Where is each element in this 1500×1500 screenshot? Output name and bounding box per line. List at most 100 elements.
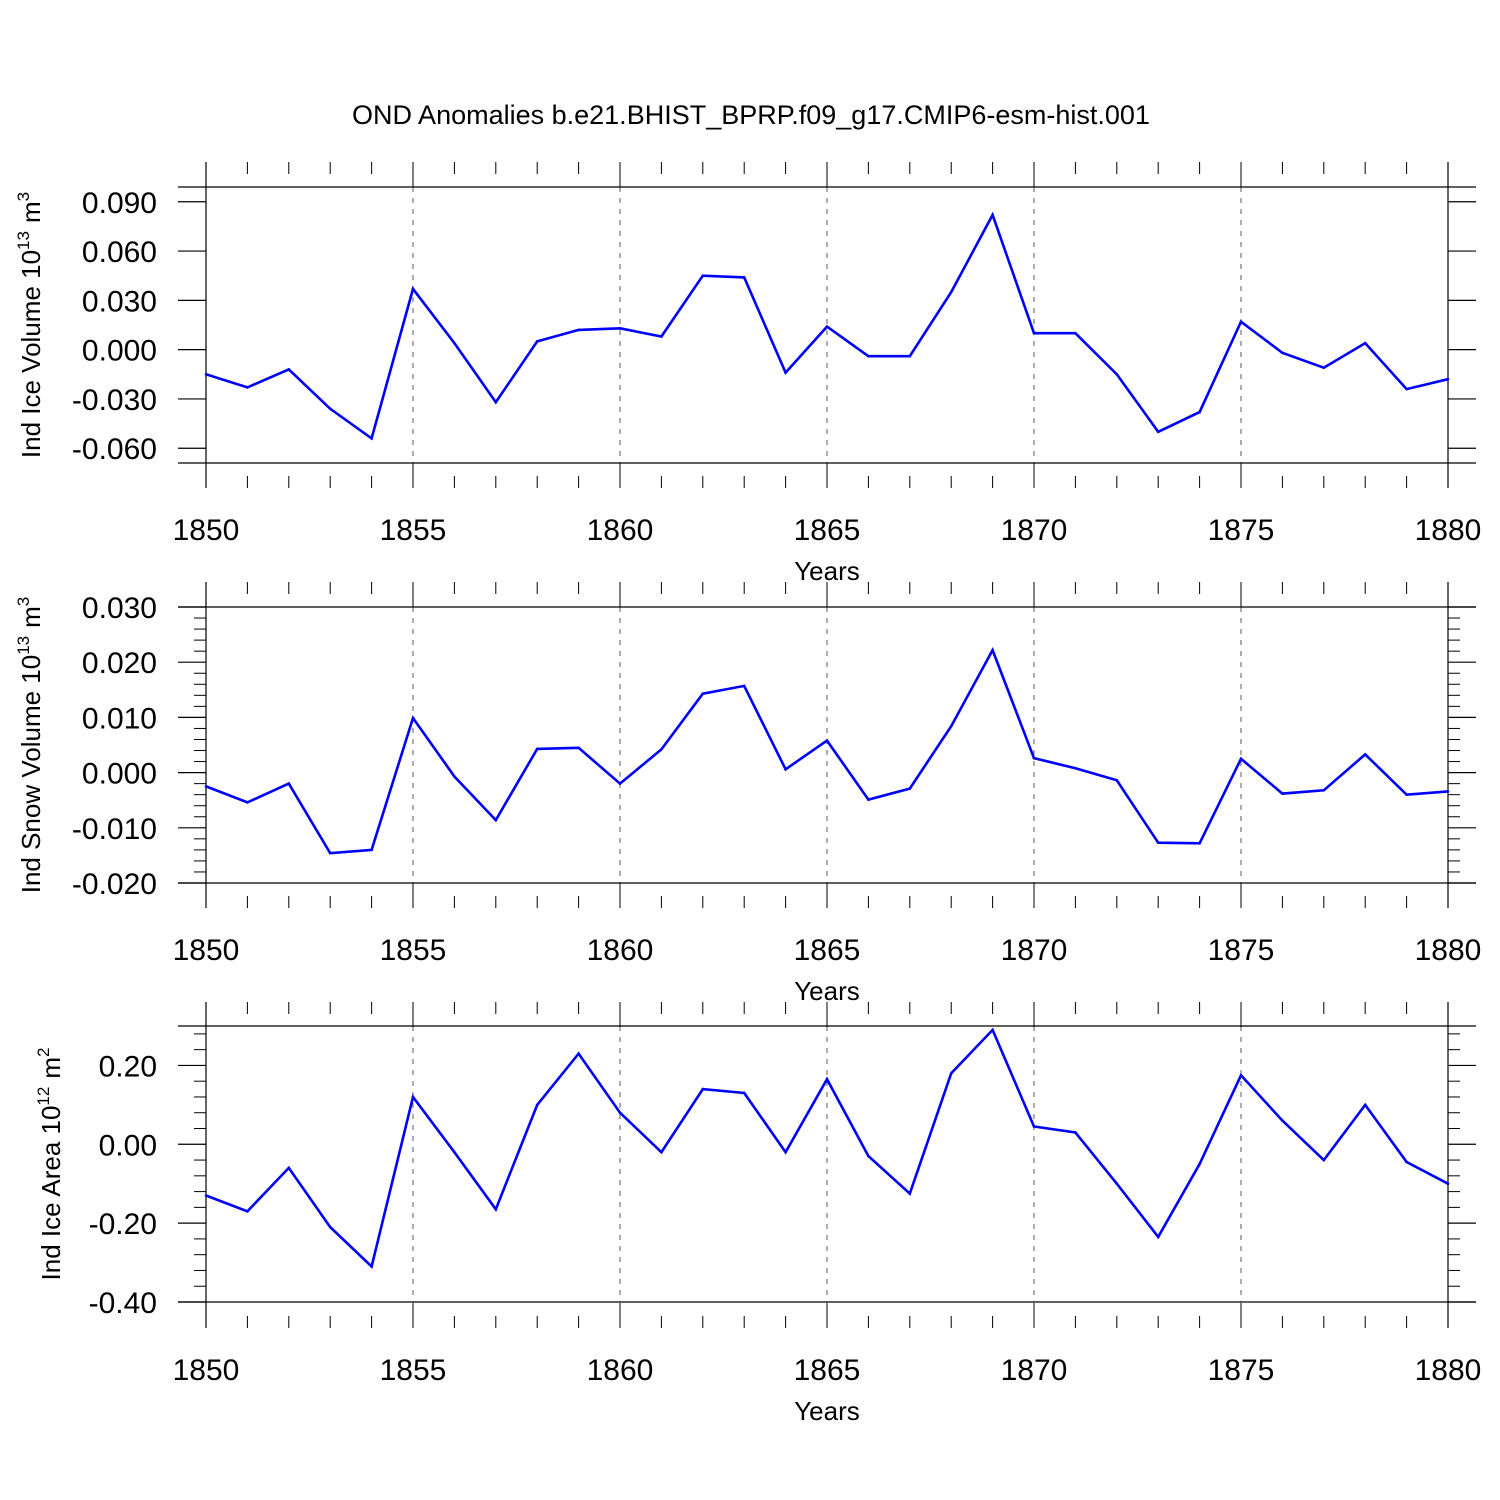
data-point	[949, 1072, 953, 1075]
data-point	[1115, 1182, 1119, 1186]
y-axis-label-ylabel-exp: 12	[34, 1087, 53, 1106]
panels: 0.090 0.060 0.030 0.000 -0.030 -0.060 1850 1855…	[14, 162, 1481, 1426]
chart-panel-2: 0.030 0.020 0.010 0.000 -0.010 -0.020 1850 1855…	[14, 582, 1481, 1006]
data-point	[370, 848, 373, 852]
data-point	[1405, 793, 1408, 796]
data-point	[742, 684, 746, 688]
y-axis-label: Ind Ice Area 1012 m2	[34, 1048, 66, 1281]
x-tick-label: 1870	[1001, 934, 1068, 967]
data-point	[1032, 1125, 1036, 1128]
data-point	[246, 801, 249, 804]
data-point	[1156, 1235, 1160, 1239]
x-axis-label: Years	[794, 1396, 860, 1426]
y-axis-label: Ind Snow Volume 1013 m3	[14, 597, 46, 894]
data-point	[1446, 377, 1450, 381]
data-point	[535, 1103, 539, 1107]
y-tick-label: 0.030	[82, 592, 157, 625]
data-point	[908, 787, 912, 790]
data-point	[1239, 320, 1243, 324]
data-point	[1322, 788, 1326, 792]
data-point	[1405, 1160, 1408, 1164]
data-point	[867, 1154, 870, 1158]
data-point	[1363, 341, 1367, 345]
chart-panel-3: 0.20 0.00 -0.20 -0.40 1850 1855 1860 1865 1870 18…	[34, 1002, 1481, 1426]
data-point	[1363, 753, 1367, 756]
y-tick-label: 0.090	[82, 187, 157, 220]
y-axis-label-ylabel-unit: m	[16, 606, 46, 628]
x-tick-label: 1860	[587, 934, 654, 967]
data-point	[618, 326, 622, 330]
data-point	[1074, 766, 1077, 770]
chart-panel-1: 0.090 0.060 0.030 0.000 -0.030 -0.060 1850 1855…	[14, 162, 1481, 586]
x-tick-label: 1855	[380, 1354, 447, 1387]
data-point	[825, 1077, 829, 1081]
x-tick-label: 1865	[794, 514, 861, 547]
y-axis-label-ylabel: Ind Snow Volume 10	[16, 655, 46, 894]
data-point	[784, 371, 787, 374]
data-point	[370, 1265, 373, 1268]
data-point	[991, 213, 994, 217]
y-tick-label: 0.030	[82, 285, 157, 318]
y-axis-label-ylabel-unit-exp: 3	[14, 192, 33, 201]
data-point	[618, 782, 622, 785]
x-tick-label: 1880	[1415, 514, 1482, 547]
data-point	[701, 1087, 705, 1091]
data-point	[204, 372, 208, 376]
data-point	[1115, 779, 1119, 782]
x-axis-label: Years	[794, 976, 860, 1006]
data-point	[1198, 841, 1201, 845]
data-point	[453, 341, 456, 345]
x-tick-label: 1850	[173, 1354, 240, 1387]
data-point	[1032, 331, 1036, 335]
y-tick-label: 0.20	[99, 1050, 157, 1083]
data-point	[742, 1091, 746, 1095]
data-point	[991, 1028, 994, 1032]
data-point	[991, 648, 994, 652]
data-point	[535, 747, 539, 751]
data-point	[1281, 351, 1284, 355]
data-point	[287, 1166, 291, 1170]
data-point	[1074, 1131, 1077, 1134]
data-point	[453, 1150, 456, 1154]
x-tick-label: 1860	[587, 1354, 654, 1387]
data-point	[1032, 756, 1036, 760]
x-tick-label: 1860	[587, 514, 654, 547]
data-point	[1446, 790, 1450, 793]
data-point	[742, 276, 746, 279]
y-tick-label: 0.020	[82, 647, 157, 680]
data-point	[411, 287, 415, 291]
data-point	[1074, 331, 1077, 335]
data-point	[949, 290, 953, 294]
x-tick-label: 1870	[1001, 1354, 1068, 1387]
y-tick-label: -0.060	[72, 433, 157, 466]
y-axis-label-ylabel-unit: m	[36, 1057, 66, 1079]
data-point	[908, 1192, 912, 1195]
data-point	[618, 1111, 622, 1115]
data-point	[1281, 792, 1284, 795]
y-axis-label-ylabel-exp: 13	[14, 636, 33, 655]
data-point	[494, 818, 498, 822]
data-point	[453, 775, 456, 778]
data-point	[660, 1150, 663, 1154]
data-point	[411, 1095, 415, 1099]
data-point	[494, 1208, 498, 1211]
x-tick-label: 1865	[794, 934, 861, 967]
data-point	[328, 407, 332, 411]
data-point	[204, 785, 208, 788]
y-axis-label-ylabel-exp: 13	[14, 231, 33, 250]
data-point	[867, 354, 870, 358]
data-point	[784, 1150, 787, 1154]
y-tick-label: 0.00	[99, 1129, 157, 1162]
x-tick-label: 1870	[1001, 514, 1068, 547]
data-point	[535, 340, 539, 343]
data-point	[1115, 372, 1119, 376]
data-point	[949, 724, 953, 728]
x-tick-label: 1875	[1208, 514, 1275, 547]
x-tick-label: 1875	[1208, 1354, 1275, 1387]
data-point	[1281, 1119, 1284, 1122]
x-tick-label: 1855	[380, 514, 447, 547]
y-tick-label: -0.020	[72, 868, 157, 901]
x-axis-label: Years	[794, 556, 860, 586]
x-tick-label: 1855	[380, 934, 447, 967]
